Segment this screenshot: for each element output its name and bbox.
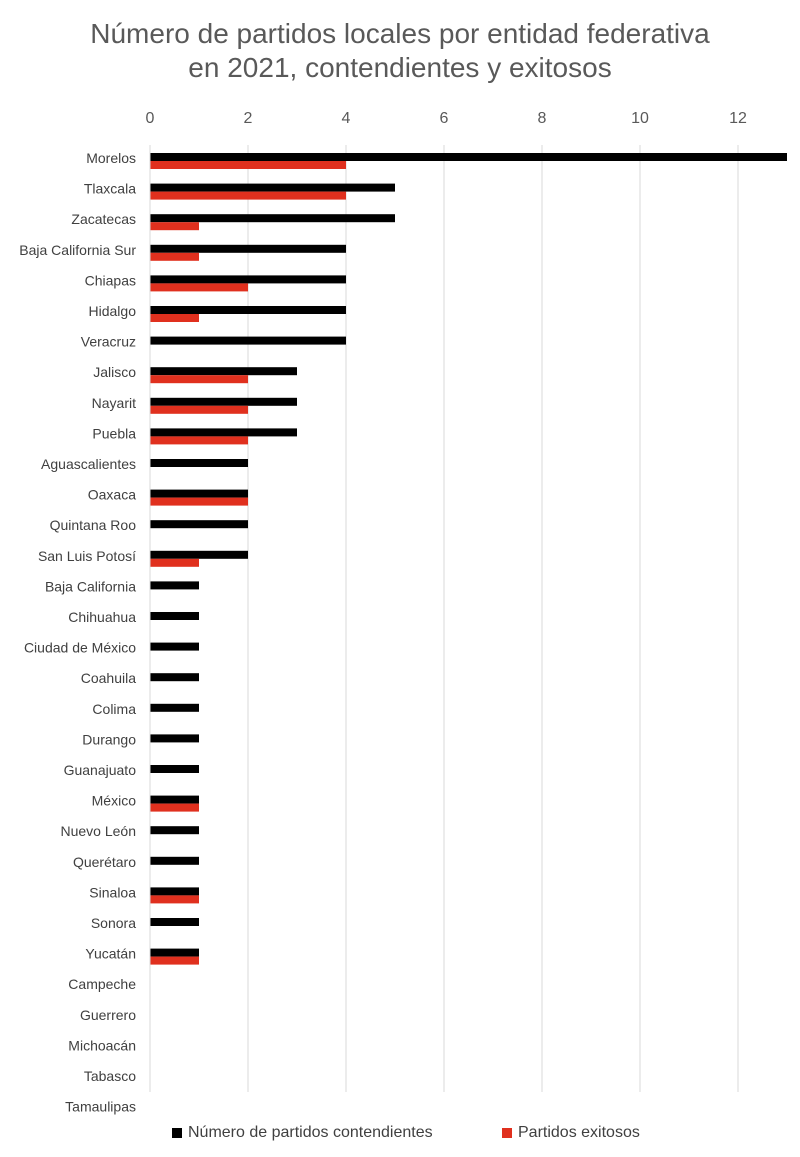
- category-label: Aguascalientes: [41, 456, 136, 472]
- category-label: Chihuahua: [68, 609, 136, 625]
- category-label: Chiapas: [85, 272, 136, 288]
- bar-exitosos: [150, 497, 248, 506]
- category-label: San Luis Potosí: [38, 548, 136, 564]
- category-label: México: [92, 793, 137, 809]
- category-label: Puebla: [92, 425, 136, 441]
- bar-contendientes: [150, 948, 199, 957]
- chart-title-line-1: Número de partidos locales por entidad f…: [90, 18, 710, 49]
- bar-contendientes: [150, 214, 395, 223]
- category-label: Zacatecas: [71, 211, 136, 227]
- bar-contendientes: [150, 183, 395, 192]
- bar-contendientes: [150, 856, 199, 865]
- bar-exitosos: [150, 252, 199, 261]
- bar-contendientes: [150, 918, 199, 926]
- category-label: Guerrero: [80, 1007, 136, 1023]
- bar-contendientes: [150, 397, 297, 406]
- category-label: Tamaulipas: [65, 1099, 136, 1115]
- category-label: Veracruz: [81, 334, 136, 350]
- bar-exitosos: [150, 803, 199, 812]
- category-label: Jalisco: [93, 364, 136, 380]
- category-label: Tabasco: [84, 1068, 136, 1084]
- category-label: Yucatán: [85, 946, 136, 962]
- bar-exitosos: [150, 436, 248, 445]
- bar-contendientes: [150, 520, 248, 529]
- bar-contendientes: [150, 367, 297, 376]
- category-label: Michoacán: [68, 1037, 136, 1053]
- x-tick-label: 4: [342, 110, 351, 127]
- bar-contendientes: [150, 612, 199, 620]
- bar-contendientes: [150, 703, 199, 712]
- bar-exitosos: [150, 375, 248, 384]
- bar-contendientes: [150, 887, 199, 896]
- bar-exitosos: [150, 405, 248, 414]
- bar-contendientes: [150, 336, 346, 345]
- legend-item-exitosos: Partidos exitosos: [502, 1124, 640, 1142]
- category-label: Ciudad de México: [24, 640, 136, 656]
- bar-contendientes: [150, 306, 346, 314]
- category-label: Oaxaca: [88, 487, 136, 503]
- category-label: Nayarit: [92, 395, 136, 411]
- legend-item-contendientes: Número de partidos contendientes: [172, 1124, 433, 1142]
- bar-exitosos: [150, 895, 199, 904]
- x-tick-label: 10: [631, 110, 649, 127]
- bar-contendientes: [150, 765, 199, 773]
- category-label: Durango: [82, 731, 136, 747]
- category-label: Sinaloa: [89, 884, 136, 900]
- category-label: Querétaro: [73, 854, 136, 870]
- bar-contendientes: [150, 489, 248, 498]
- bar-contendientes: [150, 428, 297, 437]
- category-label: Colima: [92, 701, 136, 717]
- bar-exitosos: [150, 314, 199, 322]
- bar-contendientes: [150, 459, 248, 467]
- legend-swatch-contendientes: [172, 1128, 182, 1138]
- bar-contendientes: [150, 153, 787, 161]
- legend-label-contendientes: Número de partidos contendientes: [188, 1124, 433, 1141]
- bar-contendientes: [150, 550, 248, 559]
- bar-exitosos: [150, 558, 199, 567]
- bar-contendientes: [150, 795, 199, 804]
- bar-exitosos: [150, 191, 346, 200]
- category-label: Coahuila: [81, 670, 136, 686]
- bar-contendientes: [150, 734, 199, 743]
- bar-exitosos: [150, 161, 346, 169]
- bar-contendientes: [150, 275, 346, 284]
- x-tick-label: 12: [729, 110, 747, 127]
- category-label: Nuevo León: [60, 823, 136, 839]
- bar-contendientes: [150, 642, 199, 651]
- category-label: Quintana Roo: [50, 517, 137, 533]
- x-tick-label: 8: [538, 110, 547, 127]
- category-label: Morelos: [86, 150, 136, 166]
- x-tick-label: 2: [244, 110, 253, 127]
- category-label: Sonora: [91, 915, 136, 931]
- legend-swatch-exitosos: [502, 1128, 512, 1138]
- category-label: Guanajuato: [64, 762, 137, 778]
- category-label: Baja California Sur: [19, 242, 136, 258]
- legend-label-exitosos: Partidos exitosos: [518, 1124, 640, 1141]
- category-label: Baja California: [45, 578, 136, 594]
- chart-title-line-2: en 2021, contendientes y exitosos: [188, 52, 612, 83]
- category-label: Tlaxcala: [84, 181, 136, 197]
- bar-exitosos: [150, 222, 199, 231]
- bar-contendientes: [150, 673, 199, 682]
- category-label: Campeche: [68, 976, 136, 992]
- bar-exitosos: [150, 956, 199, 965]
- bar-exitosos: [150, 283, 248, 292]
- category-label: Hidalgo: [89, 303, 137, 319]
- bar-contendientes: [150, 826, 199, 835]
- x-tick-label: 6: [440, 110, 449, 127]
- bar-contendientes: [150, 581, 199, 590]
- bar-contendientes: [150, 244, 346, 253]
- x-tick-label: 0: [146, 110, 155, 127]
